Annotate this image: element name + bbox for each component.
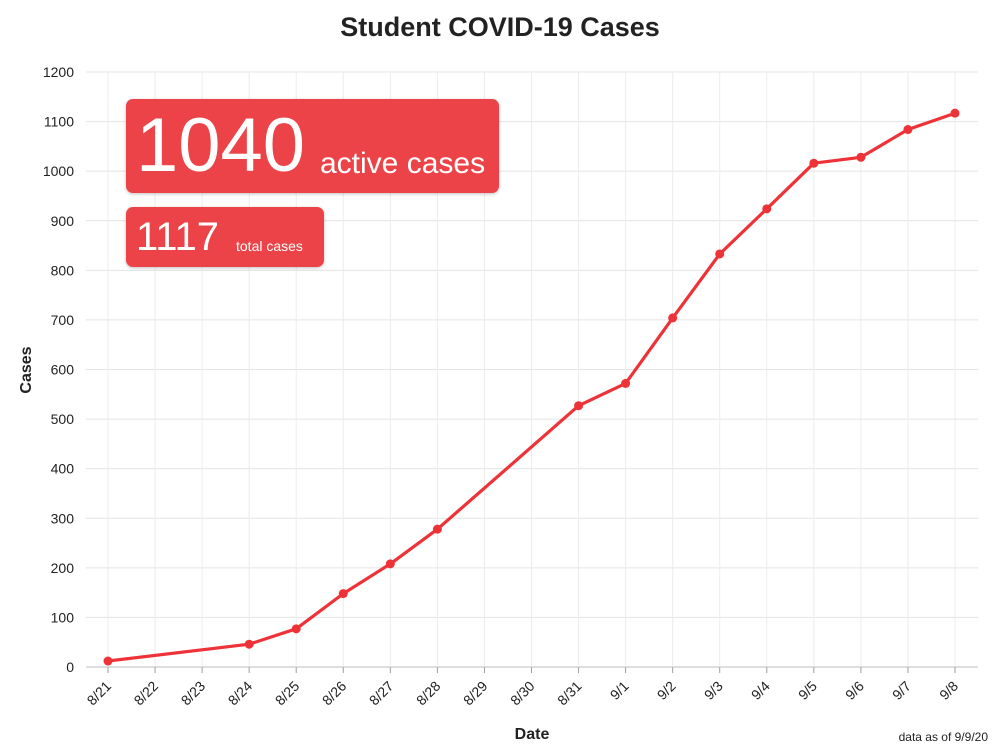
- x-tick-label: 8/21: [84, 678, 115, 709]
- y-tick-label: 900: [51, 213, 75, 229]
- x-tick-label: 8/24: [225, 678, 256, 709]
- x-tick-label: 8/27: [366, 678, 397, 709]
- x-tick-label: 8/25: [272, 678, 303, 709]
- data-point: [809, 158, 819, 168]
- y-tick-label: 300: [51, 510, 75, 526]
- data-point: [338, 589, 348, 599]
- x-tick-label: 8/31: [554, 678, 585, 709]
- x-tick-label: 9/2: [654, 678, 679, 703]
- x-tick-label: 9/6: [842, 678, 867, 703]
- data-point: [291, 624, 301, 634]
- y-tick-label: 400: [51, 461, 75, 477]
- y-tick-label: 1100: [44, 114, 74, 130]
- x-tick-label: 9/1: [607, 678, 632, 703]
- chart-title: Student COVID-19 Cases: [340, 12, 660, 42]
- y-tick-label: 200: [51, 560, 75, 576]
- active-cases-number: 1040: [136, 103, 306, 188]
- x-tick-label: 9/3: [701, 678, 726, 703]
- data-point: [385, 559, 395, 569]
- series-layer: [103, 108, 960, 666]
- x-axis-title: Date: [515, 726, 550, 743]
- data-point: [621, 378, 631, 388]
- total-cases-badge: 1117 total cases: [126, 207, 324, 267]
- y-tick-label: 1200: [43, 64, 74, 80]
- y-tick-label: 0: [66, 659, 74, 675]
- y-tick-label: 1000: [43, 163, 74, 179]
- data-point: [762, 204, 772, 214]
- data-point: [574, 401, 584, 411]
- x-tick-label: 8/26: [319, 678, 350, 709]
- x-tick-label: 8/30: [507, 678, 538, 709]
- active-cases-label: active cases: [320, 147, 486, 180]
- x-tick-label: 8/22: [131, 678, 162, 709]
- data-point: [432, 524, 442, 534]
- y-tick-label: 100: [51, 609, 75, 625]
- x-tick-label: 8/28: [413, 678, 444, 709]
- data-point: [715, 249, 725, 259]
- y-axis-title: Cases: [18, 346, 35, 393]
- x-tick-label: 9/5: [795, 678, 820, 703]
- x-tick-label: 9/7: [889, 678, 914, 703]
- gridlines: [86, 71, 978, 673]
- total-cases-label: total cases: [236, 238, 303, 254]
- data-point: [950, 108, 960, 118]
- x-tick-label: 8/23: [178, 678, 209, 709]
- x-axis-ticks: 8/21 8/22 8/23 8/24 8/25 8/26 8/27 8/28 8/29 8/30…: [84, 678, 962, 709]
- active-cases-badge: 1040 active cases: [126, 99, 499, 193]
- y-tick-label: 800: [51, 262, 75, 278]
- y-axis-ticks: 0 100 200 300 400 500 600 700 800 900 1000 1100 1200: [43, 64, 74, 675]
- total-cases-number: 1117: [136, 215, 220, 259]
- x-tick-label: 9/8: [936, 678, 961, 703]
- data-point: [244, 639, 254, 649]
- data-point: [668, 313, 678, 323]
- y-tick-label: 500: [51, 411, 75, 427]
- data-point: [103, 656, 113, 666]
- data-date-footnote: data as of 9/9/20: [898, 730, 988, 744]
- data-point: [903, 125, 913, 135]
- data-point: [856, 152, 866, 162]
- x-tick-label: 9/4: [748, 678, 773, 703]
- y-tick-label: 600: [51, 362, 75, 378]
- x-tick-label: 8/29: [460, 678, 491, 709]
- y-tick-label: 700: [51, 312, 75, 328]
